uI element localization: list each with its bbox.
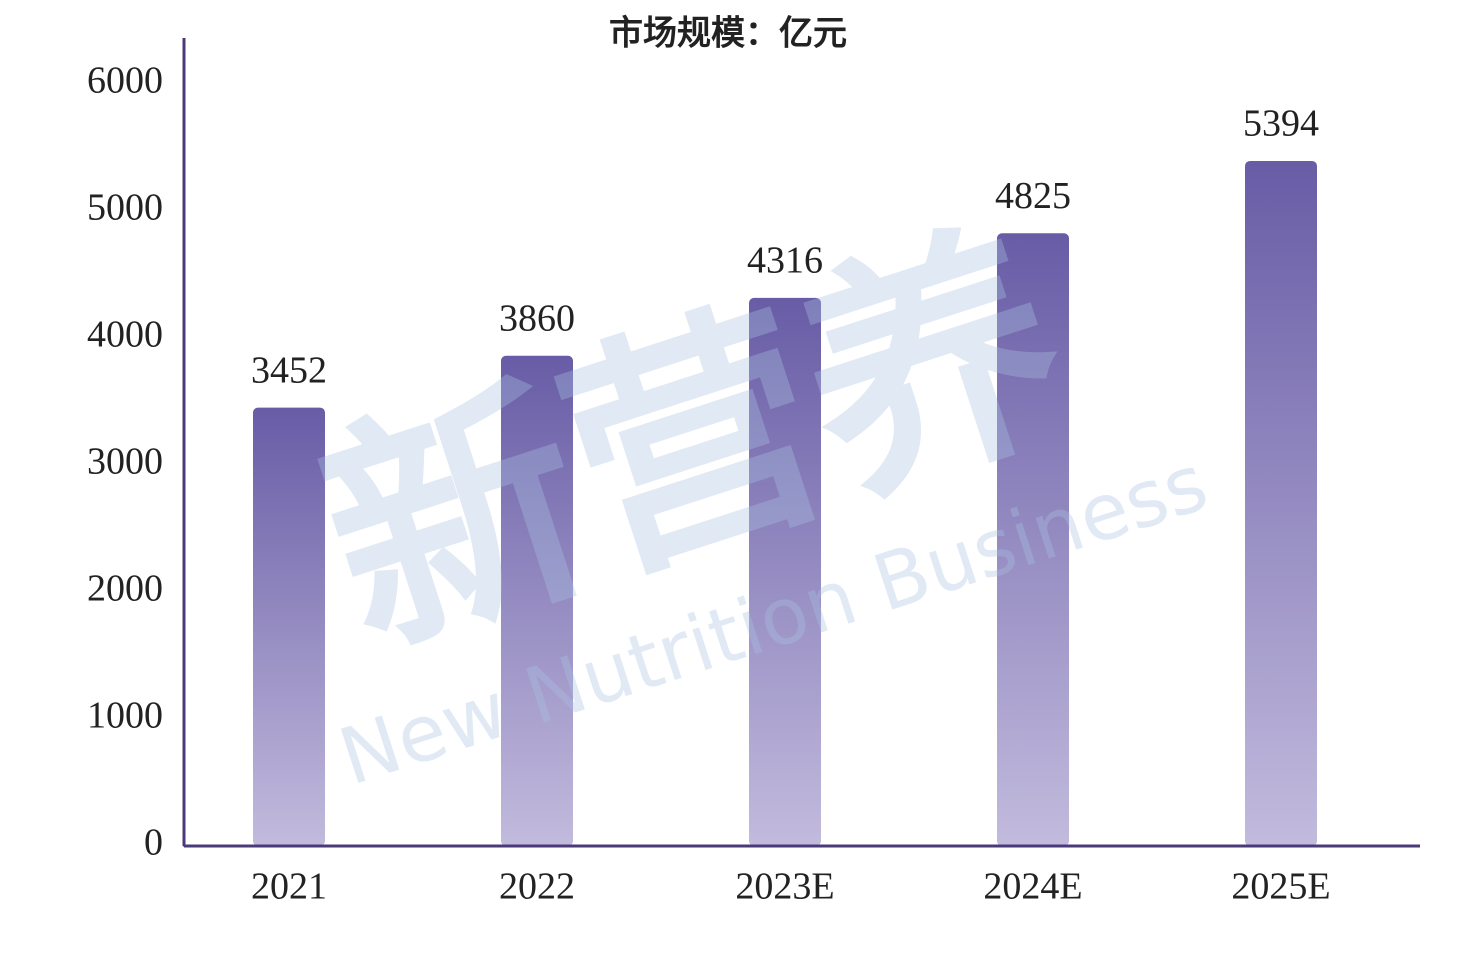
y-tick-label: 3000	[87, 441, 163, 483]
y-tick-label: 1000	[87, 695, 163, 737]
value-label: 4825	[995, 175, 1071, 217]
x-tick-label: 2025E	[1231, 866, 1330, 908]
value-label: 4316	[747, 240, 823, 282]
x-tick-label: 2024E	[983, 866, 1082, 908]
y-tick-label: 5000	[87, 187, 163, 229]
bar	[749, 297, 821, 846]
chart-title: 市场规模：亿元	[609, 14, 847, 54]
x-tick-label: 2023E	[735, 866, 834, 908]
x-tick-label: 2022	[499, 866, 575, 908]
value-label: 3860	[499, 297, 575, 339]
x-tick-label: 2021	[251, 866, 327, 908]
bar	[1245, 160, 1317, 846]
value-label: 5394	[1243, 103, 1319, 145]
value-label: 3452	[251, 349, 327, 391]
bar	[253, 407, 325, 846]
y-tick-label: 4000	[87, 314, 163, 356]
y-tick-label: 0	[144, 822, 163, 864]
y-tick-label: 2000	[87, 568, 163, 610]
bar	[501, 355, 573, 846]
y-tick-label: 6000	[87, 60, 163, 102]
bar	[997, 233, 1069, 847]
